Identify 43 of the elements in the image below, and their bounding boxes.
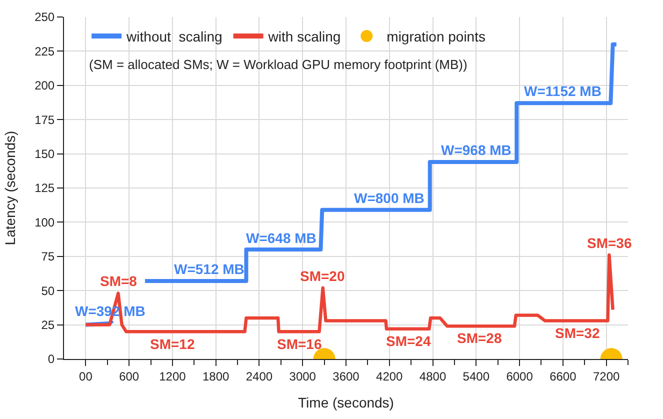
- x-tick-label: 4800: [419, 369, 446, 384]
- y-tick-label: 75: [41, 250, 55, 264]
- y-tick-label: 50: [41, 284, 55, 298]
- y-tick-label: 150: [34, 147, 55, 161]
- x-tick-label: 3000: [289, 369, 316, 384]
- x-tick-label: 600: [119, 369, 140, 384]
- x-tick-label: 1200: [159, 369, 186, 384]
- y-tick-label: 175: [34, 112, 55, 127]
- y-tick-label: 250: [34, 10, 55, 24]
- annotation: SM=32: [555, 325, 600, 341]
- x-axis-title: Time (seconds): [298, 394, 394, 411]
- x-tick-label: 00: [79, 369, 93, 384]
- annotation: W=800 MB: [354, 190, 424, 206]
- annotation: (SM = allocated SMs; W = Workload GPU memory footprint (MB)): [89, 57, 468, 72]
- annotation: SM=16: [277, 336, 322, 352]
- x-tick-label: 7200: [592, 369, 620, 384]
- y-axis-title: Latency (seconds): [2, 130, 18, 246]
- x-tick-label: 6000: [506, 369, 534, 384]
- annotation: W=648 MB: [246, 230, 316, 246]
- annotation: W=968 MB: [441, 142, 512, 158]
- y-tick-label: 125: [34, 181, 55, 196]
- x-tick-label: 3600: [332, 369, 360, 384]
- y-tick-label: 25: [41, 318, 55, 332]
- annotation: SM=28: [457, 330, 502, 346]
- y-tick-label: 225: [34, 44, 55, 58]
- annotation: SM=36: [587, 235, 632, 251]
- annotation: SM=20: [300, 268, 345, 284]
- y-tick-label: 200: [34, 78, 55, 93]
- x-tick-label: 2400: [246, 369, 273, 384]
- x-tick-label: 5400: [462, 369, 490, 384]
- x-tick-label: 1800: [202, 369, 230, 384]
- x-tick-label: 6600: [550, 369, 577, 384]
- y-tick-label: 0: [48, 352, 55, 366]
- y-tick-label: 100: [34, 215, 55, 230]
- x-tick-label: 4200: [376, 369, 404, 384]
- annotation: SM=8: [100, 273, 138, 289]
- legend-label: with scaling: [267, 28, 341, 44]
- annotation: W=512 MB: [174, 261, 244, 277]
- annotation: SM=24: [386, 333, 431, 349]
- annotation: W=1152 MB: [524, 83, 602, 99]
- legend-label: migration points: [386, 28, 486, 44]
- legend-label: without scaling: [126, 28, 222, 44]
- annotation: SM=12: [150, 336, 195, 352]
